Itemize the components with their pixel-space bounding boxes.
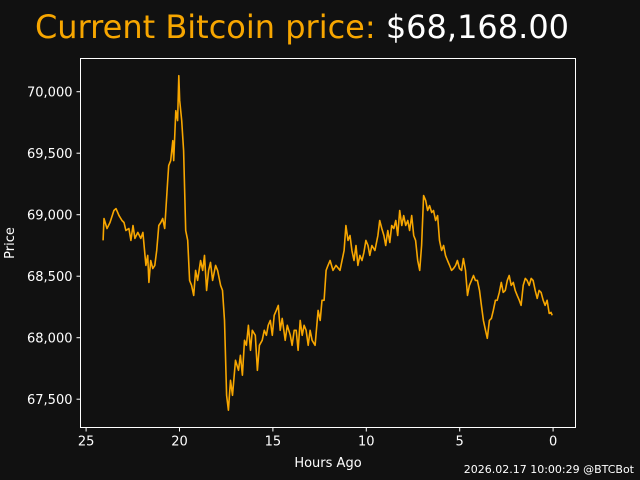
y-tick-label: 69,500 [27,147,73,162]
footer-timestamp: 2026.02.17 10:00:29 @BTCBot [463,463,634,476]
x-tick-label: 25 [78,435,95,450]
chart-title: Current Bitcoin price: $68,168.00 [0,8,604,46]
title-label: Current Bitcoin price: [34,8,376,46]
x-tick-label: 0 [549,435,557,450]
x-tick-label: 10 [358,435,375,450]
plot-frame [80,58,576,428]
y-axis-label: Price [3,227,18,259]
y-tick-label: 68,500 [27,270,73,285]
y-tick-label: 67,500 [27,393,73,408]
price-line [102,74,553,411]
current-price: $68,168.00 [385,8,570,46]
x-tick-label: 5 [456,435,464,450]
y-tick-label: 68,000 [27,332,73,347]
x-tick-label: 20 [171,435,188,450]
y-tick-label: 69,000 [27,209,73,224]
x-tick-label: 15 [265,435,282,450]
x-axis-label: Hours Ago [294,456,361,471]
y-tick-label: 70,000 [27,86,73,101]
